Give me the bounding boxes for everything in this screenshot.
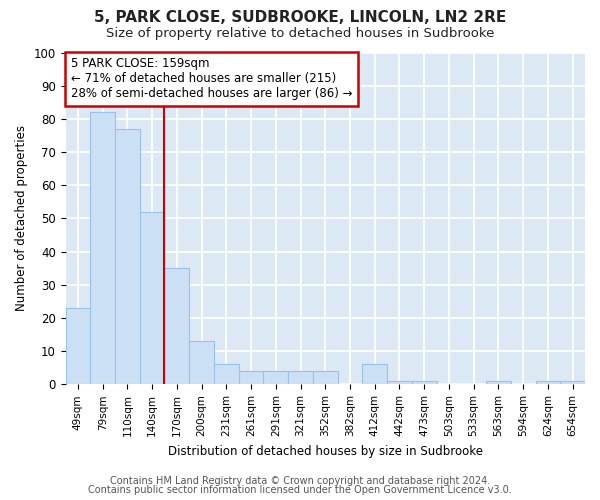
Bar (214, 364, 239, 384)
Text: 5 PARK CLOSE: 159sqm
← 71% of detached houses are smaller (215)
28% of semi-deta: 5 PARK CLOSE: 159sqm ← 71% of detached h… (71, 58, 352, 100)
Text: Contains HM Land Registry data © Crown copyright and database right 2024.: Contains HM Land Registry data © Crown c… (110, 476, 490, 486)
Bar (560, 381, 585, 384)
Bar (288, 371, 313, 384)
Bar (164, 268, 189, 384)
Bar (115, 129, 140, 384)
Y-axis label: Number of detached properties: Number of detached properties (15, 126, 28, 312)
Bar (189, 341, 214, 384)
Text: 5, PARK CLOSE, SUDBROOKE, LINCOLN, LN2 2RE: 5, PARK CLOSE, SUDBROOKE, LINCOLN, LN2 2… (94, 10, 506, 25)
Bar (387, 381, 412, 384)
X-axis label: Distribution of detached houses by size in Sudbrooke: Distribution of detached houses by size … (168, 444, 483, 458)
Bar (65, 308, 90, 384)
Bar (239, 371, 263, 384)
Bar (536, 381, 560, 384)
Text: Contains public sector information licensed under the Open Government Licence v3: Contains public sector information licen… (88, 485, 512, 495)
Bar (140, 212, 164, 384)
Bar (362, 364, 387, 384)
Bar (486, 381, 511, 384)
Text: Size of property relative to detached houses in Sudbrooke: Size of property relative to detached ho… (106, 28, 494, 40)
Bar (263, 371, 288, 384)
Bar (313, 371, 338, 384)
Bar (90, 112, 115, 384)
Bar (412, 381, 437, 384)
